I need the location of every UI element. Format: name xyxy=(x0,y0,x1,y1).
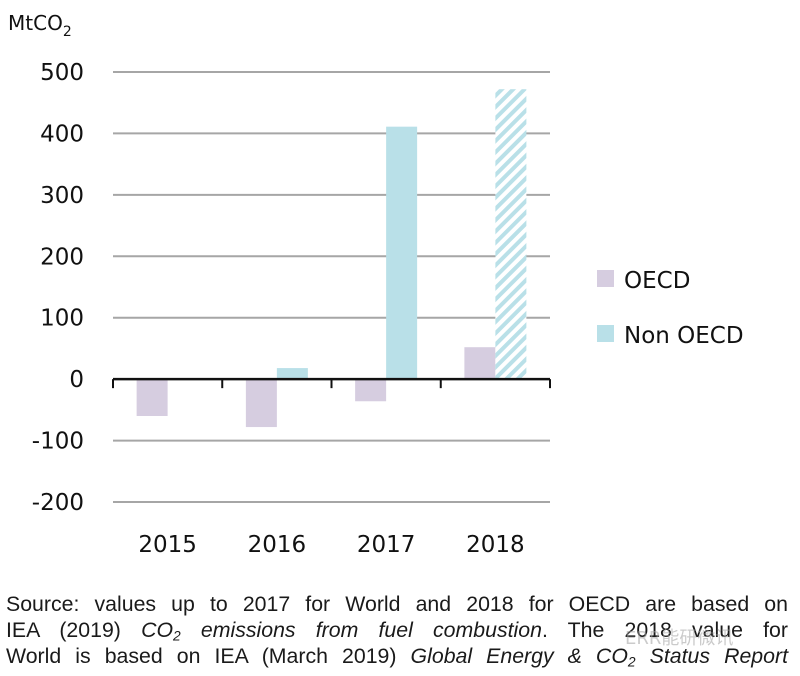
legend-label: Non OECD xyxy=(624,323,744,349)
bar-non-oecd-2016 xyxy=(276,368,308,380)
y-tick-label: 500 xyxy=(40,60,84,86)
y-tick-label: -200 xyxy=(32,490,84,516)
bar-oecd-2018 xyxy=(464,347,496,380)
source-note: Source: values up to 2017 for World and … xyxy=(6,591,788,669)
legend-label: OECD xyxy=(624,268,690,294)
legend-swatch-non-oecd xyxy=(597,325,614,342)
watermark: ERR能研微讯 xyxy=(625,628,734,649)
source-line-2: IEA (2019) CO2 emissions from fuel combu… xyxy=(6,618,788,644)
bar-oecd-2015 xyxy=(136,379,168,416)
source-line-1: Source: values up to 2017 for World and … xyxy=(6,592,788,616)
x-axis-ticks: 2015 2016 2017 2018 xyxy=(138,532,524,558)
legend: OECD Non OECD xyxy=(597,268,744,349)
bar-oecd-2016 xyxy=(245,379,277,428)
bar-oecd-2017 xyxy=(355,379,387,402)
x-axis xyxy=(112,377,551,389)
bar-non-oecd-2018 xyxy=(495,89,527,380)
x-tick-label: 2018 xyxy=(466,532,525,558)
gridlines xyxy=(113,71,550,503)
y-tick-label: 100 xyxy=(40,306,84,332)
y-tick-label: 400 xyxy=(40,121,84,147)
y-axis-unit-label: MtCO2 xyxy=(8,11,72,40)
y-tick-label: -100 xyxy=(32,429,84,455)
source-line-3: World is based on IEA (March 2019) Globa… xyxy=(6,644,788,670)
legend-swatch-oecd xyxy=(597,270,614,287)
x-tick-label: 2015 xyxy=(138,532,197,558)
y-axis-ticks: -200 -100 0 100 200 300 400 500 xyxy=(32,60,84,516)
x-tick-label: 2016 xyxy=(248,532,307,558)
bar-non-oecd-2017 xyxy=(386,126,418,380)
x-tick-label: 2017 xyxy=(357,532,416,558)
bars xyxy=(136,89,527,428)
y-tick-label: 200 xyxy=(40,244,84,270)
y-tick-label: 0 xyxy=(69,367,84,393)
y-tick-label: 300 xyxy=(40,183,84,209)
